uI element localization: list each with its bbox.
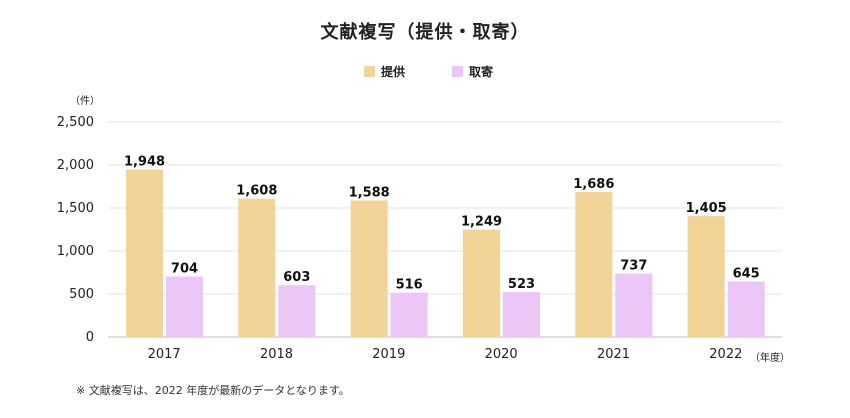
- y-axis-unit: （件）: [70, 96, 100, 107]
- legend-item-obtain: 取寄: [452, 63, 493, 80]
- x-tick-label-2020: 2020: [485, 347, 518, 362]
- bar-obtain-2017: [166, 276, 203, 337]
- footnote: ※ 文献複写は、2022 年度が最新のデータとなります。: [76, 384, 350, 397]
- bar-provide-2018: [238, 198, 276, 337]
- data-label-obtain-2017: 704: [171, 261, 198, 276]
- y-tick-label-0: 0: [86, 330, 94, 345]
- bar-obtain-2018: [278, 285, 316, 337]
- data-label-provide-2020: 1,249: [461, 215, 502, 230]
- y-tick-label-500: 500: [69, 287, 94, 302]
- y-tick-label-1500: 1,500: [57, 201, 94, 216]
- legend: 提供 取寄: [0, 63, 850, 79]
- y-tick-label-2000: 2,000: [57, 158, 94, 173]
- data-label-provide-2017: 1,948: [124, 154, 165, 169]
- x-tick-label-2017: 2017: [148, 347, 181, 362]
- data-label-obtain-2020: 523: [508, 277, 535, 292]
- x-axis-unit: （年度）: [750, 353, 790, 364]
- data-label-provide-2019: 1,588: [349, 185, 390, 200]
- bar-provide-2022: [687, 216, 725, 337]
- x-tick-label-2018: 2018: [260, 347, 293, 362]
- bar-provide-2020: [463, 229, 500, 337]
- bar-obtain-2019: [390, 292, 428, 337]
- x-tick-label-2019: 2019: [372, 347, 405, 362]
- y-tick-label-1000: 1,000: [57, 244, 94, 259]
- legend-label-obtain: 取寄: [469, 65, 494, 79]
- legend-swatch-obtain: [452, 66, 463, 77]
- data-label-provide-2018: 1,608: [236, 184, 277, 199]
- chart-title: 文献複写（提供・取寄）: [320, 22, 530, 43]
- data-label-obtain-2019: 516: [396, 278, 423, 293]
- data-label-obtain-2018: 603: [283, 270, 310, 285]
- bar-obtain-2021: [615, 273, 653, 337]
- y-tick-label-2500: 2,500: [57, 115, 94, 130]
- data-label-obtain-2021: 737: [620, 259, 647, 274]
- bar-provide-2017: [126, 169, 163, 337]
- data-label-provide-2022: 1,405: [686, 201, 727, 216]
- bar-obtain-2020: [503, 292, 540, 337]
- data-label-provide-2021: 1,686: [573, 177, 614, 192]
- legend-swatch-provide: [364, 66, 375, 77]
- bar-obtain-2022: [727, 281, 765, 337]
- data-label-obtain-2022: 645: [733, 267, 760, 282]
- legend-label-provide: 提供: [381, 65, 406, 79]
- bar-provide-2021: [575, 192, 613, 337]
- legend-item-provide: 提供: [364, 63, 405, 80]
- x-tick-label-2021: 2021: [597, 347, 630, 362]
- bar-provide-2019: [350, 200, 388, 337]
- x-tick-label-2022: 2022: [709, 347, 742, 362]
